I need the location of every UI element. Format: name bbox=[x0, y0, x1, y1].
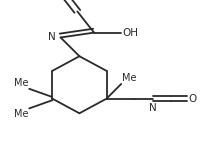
Text: Me: Me bbox=[14, 109, 28, 119]
Text: Me: Me bbox=[122, 73, 137, 83]
Text: N: N bbox=[149, 103, 157, 113]
Text: OH: OH bbox=[122, 28, 138, 38]
Text: N: N bbox=[48, 32, 55, 43]
Text: Me: Me bbox=[14, 78, 28, 88]
Text: O: O bbox=[189, 94, 197, 104]
